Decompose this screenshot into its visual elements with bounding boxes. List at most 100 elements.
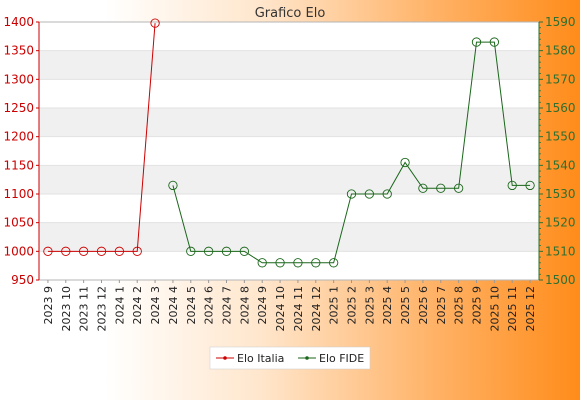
legend-label-elo-fide: Elo FIDE [319,352,364,365]
right-axis-tick-label: 1550 [545,130,576,144]
data-point-elo-fide [328,258,339,268]
data-point-elo-fide [453,183,464,193]
data-point-elo-fide [418,183,428,193]
legend: Elo Italia Elo FIDE [209,346,371,370]
left-axis-tick-label: 1050 [3,216,34,230]
left-axis-tick-label: 1400 [3,15,34,29]
left-y-axis: 950 1000 1050 1100 1150 1200 1250 1300 1350 1400 [3,15,40,287]
x-axis-tick-label: 2024 3 [149,286,162,325]
data-point-elo-italia [114,246,125,256]
data-point-elo-fide [221,246,232,256]
data-point-elo-fide [400,157,410,168]
plot-band [39,22,539,51]
data-point-elo-fide [471,37,482,47]
legend-box [209,346,371,370]
data-point-elo-italia [43,246,53,256]
plot-band [39,165,539,194]
x-axis-tick-label: 2024 2 [131,286,144,325]
x-axis-tick-label: 2023 9 [42,286,55,325]
data-point-elo-fide [203,246,214,256]
x-axis-tick-label: 2025 8 [453,286,466,325]
left-axis-tick-label: 1150 [3,158,34,172]
x-axis-tick-label: 2025 11 [506,286,519,332]
right-axis-tick-label: 1510 [545,244,576,258]
data-point-elo-fide [168,180,178,191]
data-point-elo-fide [311,258,321,268]
x-axis-tick-label: 2024 7 [221,286,234,325]
legend-marker-elo-fide [305,356,309,360]
series-layer [43,18,535,268]
x-axis-tick-label: 2025 5 [399,286,412,325]
data-point-elo-italia [61,246,71,256]
x-axis-tick-label: 2024 4 [167,286,180,325]
x-axis-tick-label: 2025 7 [435,286,448,325]
right-axis-tick-label: 1530 [545,187,576,201]
left-axis-tick-label: 1000 [3,244,34,258]
left-axis-tick-label: 1200 [3,130,34,144]
x-axis-tick-label: 2023 10 [60,286,73,332]
right-axis-tick-label: 1500 [545,273,576,287]
x-axis-tick-label: 2025 6 [417,286,430,325]
series-line-elo-fide [172,41,531,264]
plot-band [39,108,539,137]
left-axis-tick-label: 1300 [3,72,34,86]
data-point-elo-fide [507,180,517,191]
x-axis-tick-label: 2024 10 [274,286,287,332]
data-point-elo-fide [257,258,267,268]
right-axis-tick-label: 1580 [545,44,576,58]
right-axis-tick-label: 1590 [545,15,576,29]
data-point-elo-fide [239,246,250,256]
x-axis-tick-label: 2025 4 [381,286,394,325]
right-axis-tick-label: 1560 [545,101,576,115]
plot-band [39,222,539,252]
x-axis-tick-label: 2024 9 [256,286,269,325]
data-point-elo-fide [382,189,392,199]
series-line-elo-italia [47,23,156,252]
data-point-elo-fide [275,258,285,268]
data-point-elo-fide [489,37,500,47]
x-axis-tick-label: 2024 5 [185,286,198,325]
x-axis-tick-label: 2023 11 [78,286,91,332]
right-y-axis: 1500 1510 1520 1530 1540 1550 1560 1570 1580 1590 [538,15,576,287]
data-point-elo-italia [96,246,107,256]
legend-label-elo-italia: Elo Italia [237,352,284,365]
data-point-elo-fide [436,183,446,193]
right-axis-tick-label: 1570 [545,72,576,86]
x-axis-tick-label: 2024 8 [238,286,251,325]
plot-band [39,136,539,166]
x-axis-tick-label: 2025 3 [363,286,376,325]
plot-band [39,50,539,80]
right-axis-tick-label: 1540 [545,158,576,172]
left-axis-tick-label: 1100 [3,187,34,201]
legend-marker-elo-italia [223,356,227,360]
x-axis-tick-label: 2025 12 [524,286,537,332]
right-axis-tick-label: 1520 [545,216,576,230]
x-axis-tick-label: 2025 1 [328,286,341,325]
data-point-elo-italia [132,246,142,256]
x-axis-tick-label: 2025 10 [488,286,501,332]
chart-title: Grafico Elo [255,6,326,21]
data-point-elo-italia [150,18,160,28]
x-axis-tick-label: 2024 1 [113,286,126,325]
left-axis-tick-label: 1250 [3,101,34,115]
data-point-elo-fide [186,246,196,256]
plot-bands [39,21,539,281]
x-axis: 2023 9 2023 10 2023 11 2023 12 2024 1 2024 2 2… [42,280,537,332]
x-axis-tick-label: 2025 9 [471,286,484,325]
data-point-elo-fide [525,180,535,191]
data-point-elo-fide [364,189,375,199]
x-axis-tick-label: 2023 12 [96,286,109,332]
left-axis-tick-label: 950 [11,273,34,287]
x-axis-tick-label: 2025 2 [346,286,359,325]
left-axis-tick-label: 1350 [3,44,34,58]
data-point-elo-fide [346,189,357,199]
plot-band [39,79,539,108]
data-point-elo-italia [78,246,89,256]
plot-band [39,194,539,223]
x-axis-tick-label: 2024 12 [310,286,323,332]
x-axis-tick-label: 2024 11 [292,286,305,332]
x-axis-tick-label: 2024 6 [203,286,216,325]
plot-band [39,251,539,280]
